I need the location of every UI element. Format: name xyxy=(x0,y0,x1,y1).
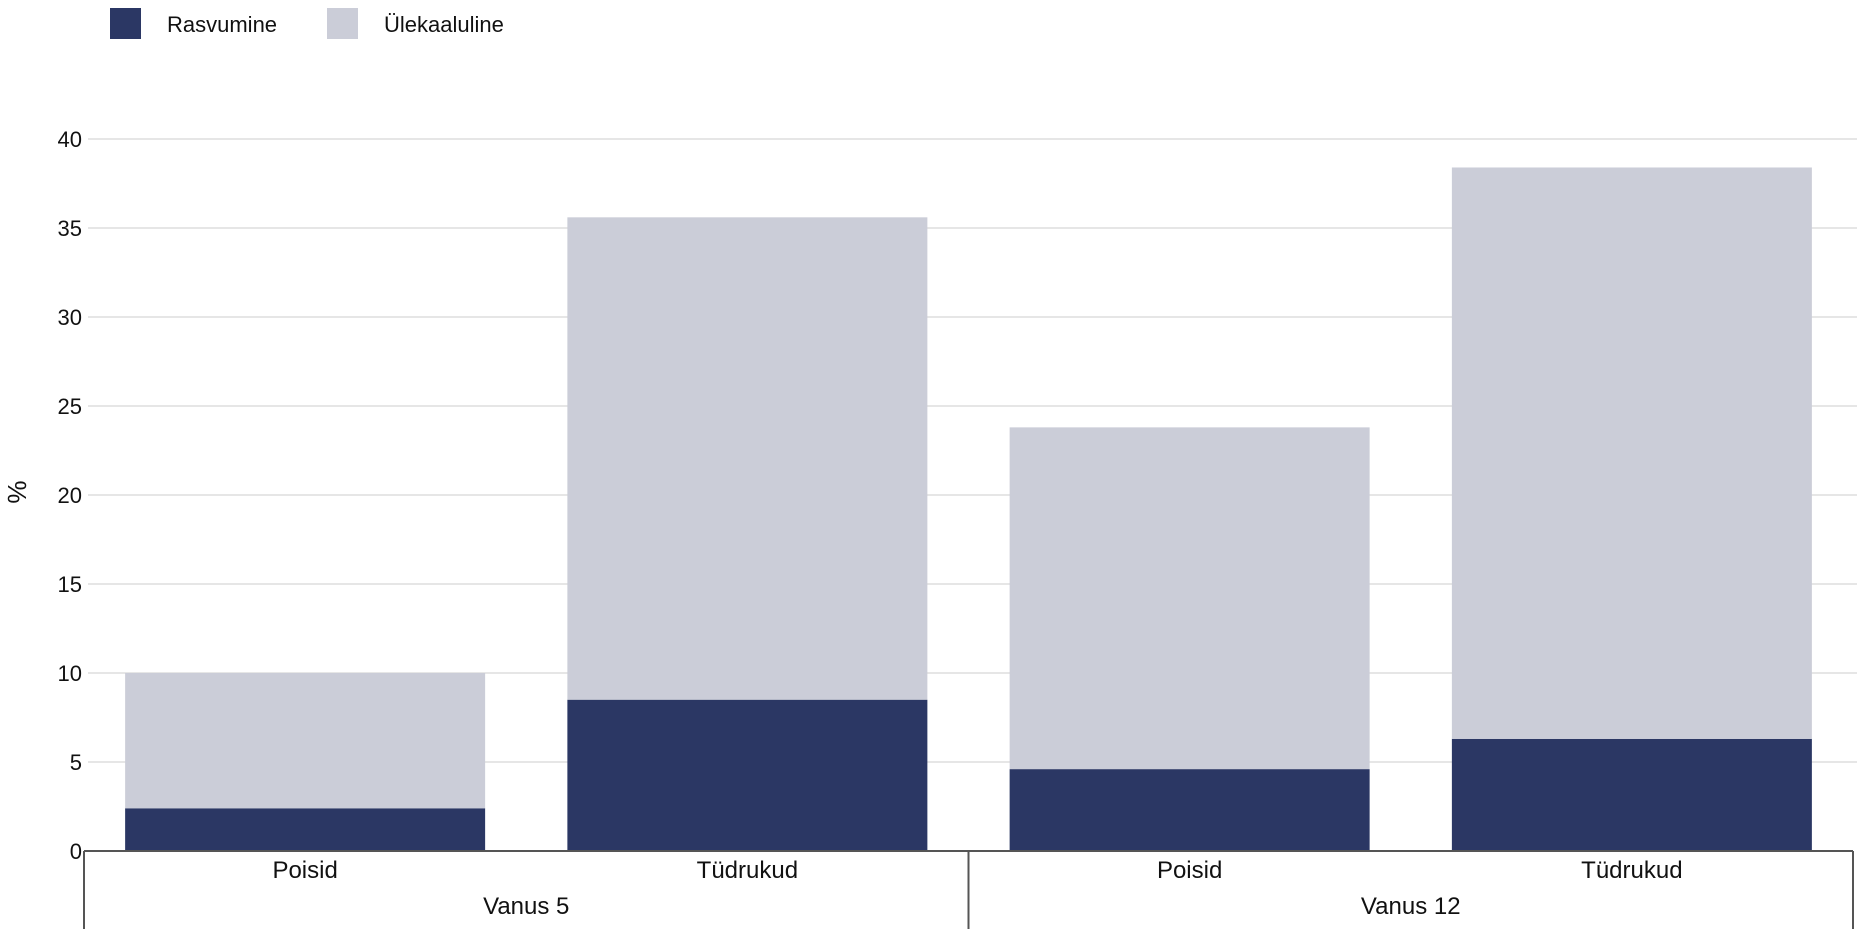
y-tick-label: 30 xyxy=(58,305,82,330)
bar-segment xyxy=(567,217,928,700)
y-tick-label: 10 xyxy=(58,661,82,686)
bar-segment xyxy=(1451,738,1812,851)
x-category-label: Poisid xyxy=(272,857,337,884)
y-axis-ticks: 0 5 10 15 20 25 30 35 40 xyxy=(58,127,82,864)
bar-segment xyxy=(1451,167,1812,739)
legend-label: Rasvumine xyxy=(167,12,277,37)
bar-segment xyxy=(567,699,928,851)
bar-segment xyxy=(1009,769,1370,851)
bar-segment xyxy=(1009,427,1370,770)
y-tick-label: 15 xyxy=(58,572,82,597)
y-axis-title: % xyxy=(2,480,32,503)
y-tick-label: 20 xyxy=(58,483,82,508)
y-tick-label: 25 xyxy=(58,394,82,419)
bar-segment xyxy=(125,673,486,809)
x-category-label: Tüdrukud xyxy=(697,857,798,884)
legend-label: Ülekaaluline xyxy=(384,12,504,37)
x-axis: Poisid Tüdrukud Poisid Tüdrukud Vanus 5 Vanus… xyxy=(83,850,1854,929)
x-category-label: Tüdrukud xyxy=(1581,857,1682,884)
legend-swatch xyxy=(327,8,358,39)
y-tick-label: 0 xyxy=(70,839,82,864)
x-category-label: Poisid xyxy=(1157,857,1222,884)
legend: Rasvumine Ülekaaluline xyxy=(110,8,504,39)
y-tick-label: 35 xyxy=(58,216,82,241)
bar-segment xyxy=(125,808,486,851)
y-tick-label: 40 xyxy=(58,127,82,152)
y-tick-label: 5 xyxy=(70,750,82,775)
x-group-label: Vanus 5 xyxy=(483,893,569,920)
bars xyxy=(125,167,1812,851)
legend-swatch xyxy=(110,8,141,39)
x-group-label: Vanus 12 xyxy=(1361,893,1461,920)
